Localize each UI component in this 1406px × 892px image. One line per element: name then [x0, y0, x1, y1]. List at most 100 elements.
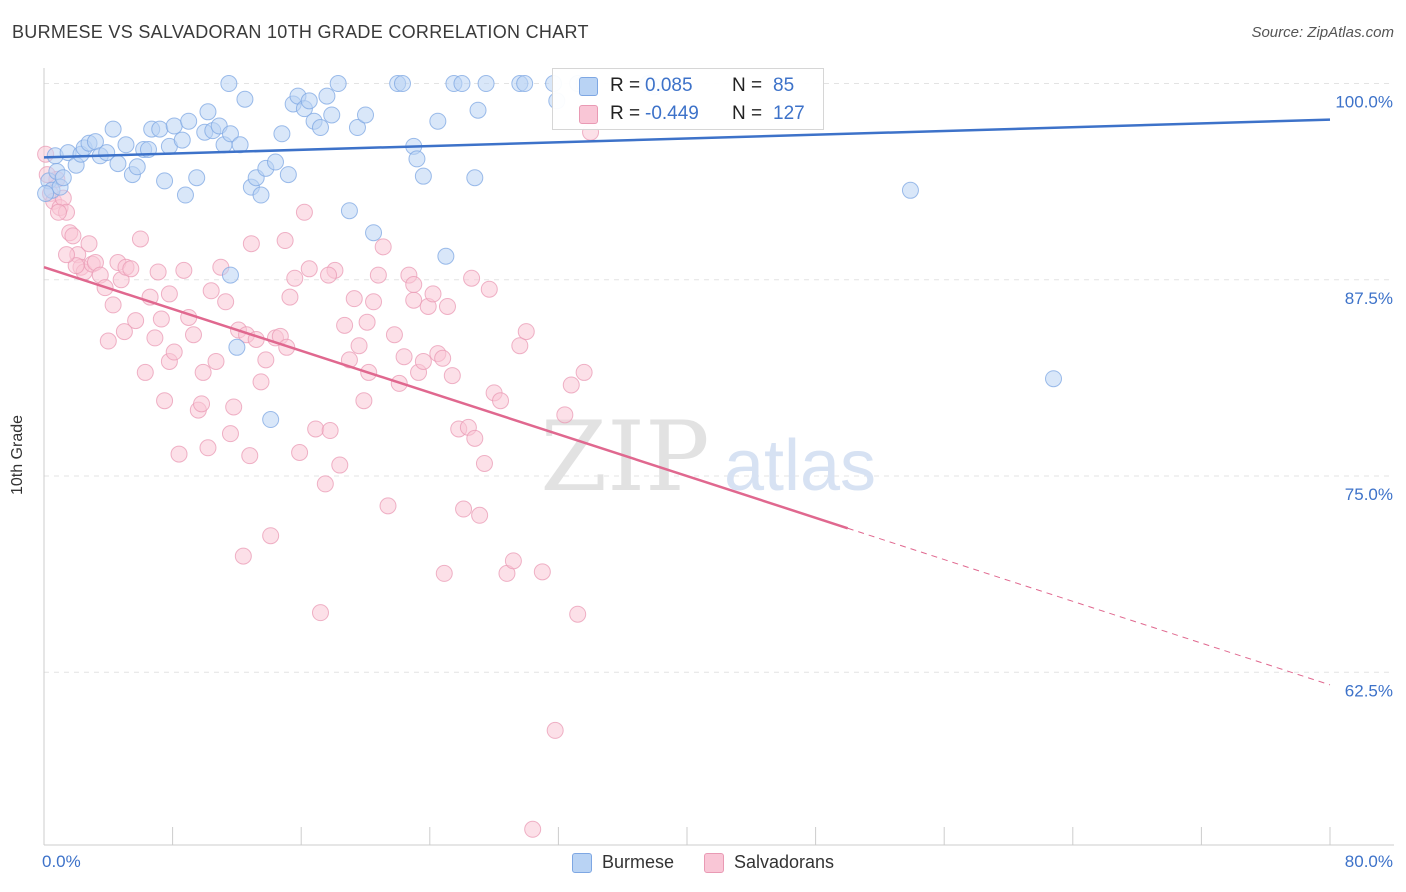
salvadorans-point[interactable] [379, 497, 397, 515]
salvadorans-point[interactable] [466, 429, 484, 447]
salvadorans-point[interactable] [511, 337, 529, 355]
salvadorans-point[interactable] [67, 257, 85, 275]
salvadorans-point[interactable] [193, 395, 211, 413]
salvadorans-point[interactable] [80, 235, 98, 253]
salvadorans-point[interactable] [257, 351, 275, 369]
burmese-point[interactable] [252, 186, 270, 204]
salvadorans-point[interactable] [504, 552, 522, 570]
burmese-point[interactable] [365, 224, 383, 242]
burmese-point[interactable] [300, 92, 318, 110]
salvadorans-point[interactable] [369, 266, 387, 284]
burmese-point[interactable] [180, 112, 198, 130]
burmese-point[interactable] [173, 131, 191, 149]
burmese-point[interactable] [469, 101, 487, 119]
burmese-point[interactable] [329, 75, 347, 93]
salvadorans-point[interactable] [136, 363, 154, 381]
salvadorans-point[interactable] [207, 352, 225, 370]
burmese-point[interactable] [221, 125, 239, 143]
salvadorans-point[interactable] [562, 376, 580, 394]
salvadorans-point[interactable] [336, 316, 354, 334]
burmese-point[interactable] [901, 181, 919, 199]
burmese-point[interactable] [453, 75, 471, 93]
salvadorans-point[interactable] [127, 312, 145, 330]
salvadorans-point[interactable] [115, 323, 133, 341]
salvadorans-point[interactable] [165, 343, 183, 361]
burmese-point[interactable] [311, 119, 329, 137]
salvadorans-point[interactable] [276, 232, 294, 250]
burmese-point[interactable] [466, 169, 484, 187]
burmese-point[interactable] [54, 169, 72, 187]
burmese-point[interactable] [128, 158, 146, 176]
salvadorans-point[interactable] [99, 332, 117, 350]
salvadorans-point[interactable] [160, 285, 178, 303]
salvadorans-point[interactable] [455, 500, 473, 518]
salvadorans-point[interactable] [424, 285, 442, 303]
salvadorans-point[interactable] [546, 721, 564, 739]
salvadorans-point[interactable] [405, 276, 423, 294]
salvadorans-point[interactable] [199, 439, 217, 457]
salvadorans-point[interactable] [321, 422, 339, 440]
salvadorans-point[interactable] [241, 447, 259, 465]
burmese-point[interactable] [37, 184, 55, 202]
burmese-point[interactable] [318, 87, 336, 105]
salvadorans-point[interactable] [104, 296, 122, 314]
salvadorans-point[interactable] [316, 475, 334, 493]
burmese-point[interactable] [340, 202, 358, 220]
burmese-point[interactable] [357, 106, 374, 124]
salvadorans-point[interactable] [307, 420, 325, 438]
salvadorans-point[interactable] [374, 238, 392, 256]
burmese-point[interactable] [414, 167, 432, 185]
burmese-point[interactable] [437, 247, 455, 265]
legend-item-salvadorans[interactable]: Salvadorans [703, 852, 834, 873]
salvadorans-point[interactable] [311, 604, 329, 622]
salvadorans-point[interactable] [300, 260, 318, 278]
salvadorans-point[interactable] [131, 230, 149, 248]
salvadorans-point[interactable] [221, 425, 239, 443]
salvadorans-point[interactable] [556, 406, 574, 424]
salvadorans-point[interactable] [443, 367, 461, 385]
salvadorans-point[interactable] [345, 290, 363, 308]
burmese-point[interactable] [188, 169, 206, 187]
salvadorans-point[interactable] [435, 564, 453, 582]
salvadorans-point[interactable] [414, 352, 432, 370]
salvadorans-point[interactable] [175, 261, 193, 279]
salvadorans-point[interactable] [64, 227, 82, 245]
burmese-point[interactable] [109, 155, 127, 173]
salvadorans-point[interactable] [49, 203, 67, 221]
salvadorans-point[interactable] [170, 445, 188, 463]
salvadorans-point[interactable] [471, 506, 489, 524]
salvadorans-point[interactable] [569, 605, 587, 623]
salvadorans-point[interactable] [385, 326, 403, 344]
salvadorans-point[interactable] [58, 246, 76, 264]
burmese-point[interactable] [117, 136, 135, 154]
salvadorans-point[interactable] [184, 326, 202, 344]
burmese-point[interactable] [220, 75, 238, 93]
salvadorans-point[interactable] [358, 313, 376, 331]
salvadorans-point[interactable] [291, 444, 309, 461]
burmese-point[interactable] [393, 75, 411, 93]
salvadorans-point[interactable] [295, 203, 313, 221]
salvadorans-point[interactable] [575, 363, 593, 381]
salvadorans-point[interactable] [234, 547, 252, 565]
burmese-point[interactable] [199, 103, 217, 121]
salvadorans-point[interactable] [350, 337, 368, 355]
salvadorans-point[interactable] [242, 235, 260, 253]
burmese-point[interactable] [228, 338, 246, 356]
legend-item-burmese[interactable]: Burmese [571, 852, 674, 873]
salvadorans-point[interactable] [252, 373, 270, 391]
salvadorans-point[interactable] [463, 269, 481, 287]
salvadorans-point[interactable] [262, 527, 280, 545]
salvadorans-point[interactable] [438, 297, 456, 315]
salvadorans-point[interactable] [365, 293, 383, 311]
salvadorans-point[interactable] [146, 329, 164, 347]
salvadorans-point[interactable] [355, 392, 373, 410]
burmese-point[interactable] [221, 266, 239, 284]
burmese-point[interactable] [176, 186, 194, 204]
burmese-point[interactable] [323, 106, 341, 124]
salvadorans-point[interactable] [480, 280, 498, 298]
salvadorans-point[interactable] [320, 266, 338, 284]
salvadorans-point[interactable] [194, 363, 212, 381]
burmese-point[interactable] [156, 172, 174, 190]
burmese-point[interactable] [236, 90, 254, 108]
burmese-point[interactable] [262, 411, 280, 429]
